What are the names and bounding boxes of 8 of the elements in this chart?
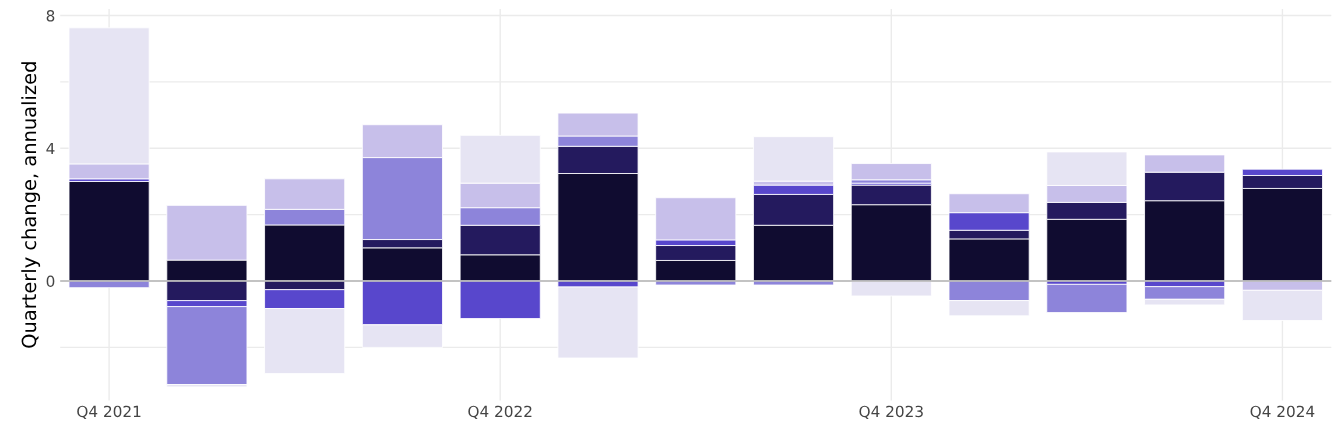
- x-tick-label: Q4 2022: [468, 405, 532, 419]
- x-tick-label: Q4 2024: [1250, 405, 1315, 419]
- y-axis-title: Quarterly change, annualized: [21, 62, 41, 348]
- x-tick-label: Q4 2023: [859, 405, 923, 419]
- x-tick-label: Q4 2021: [77, 405, 141, 419]
- y-tick-label: 4: [46, 142, 55, 155]
- y-tick-label: 8: [46, 10, 55, 22]
- y-tick-label: 0: [46, 275, 55, 288]
